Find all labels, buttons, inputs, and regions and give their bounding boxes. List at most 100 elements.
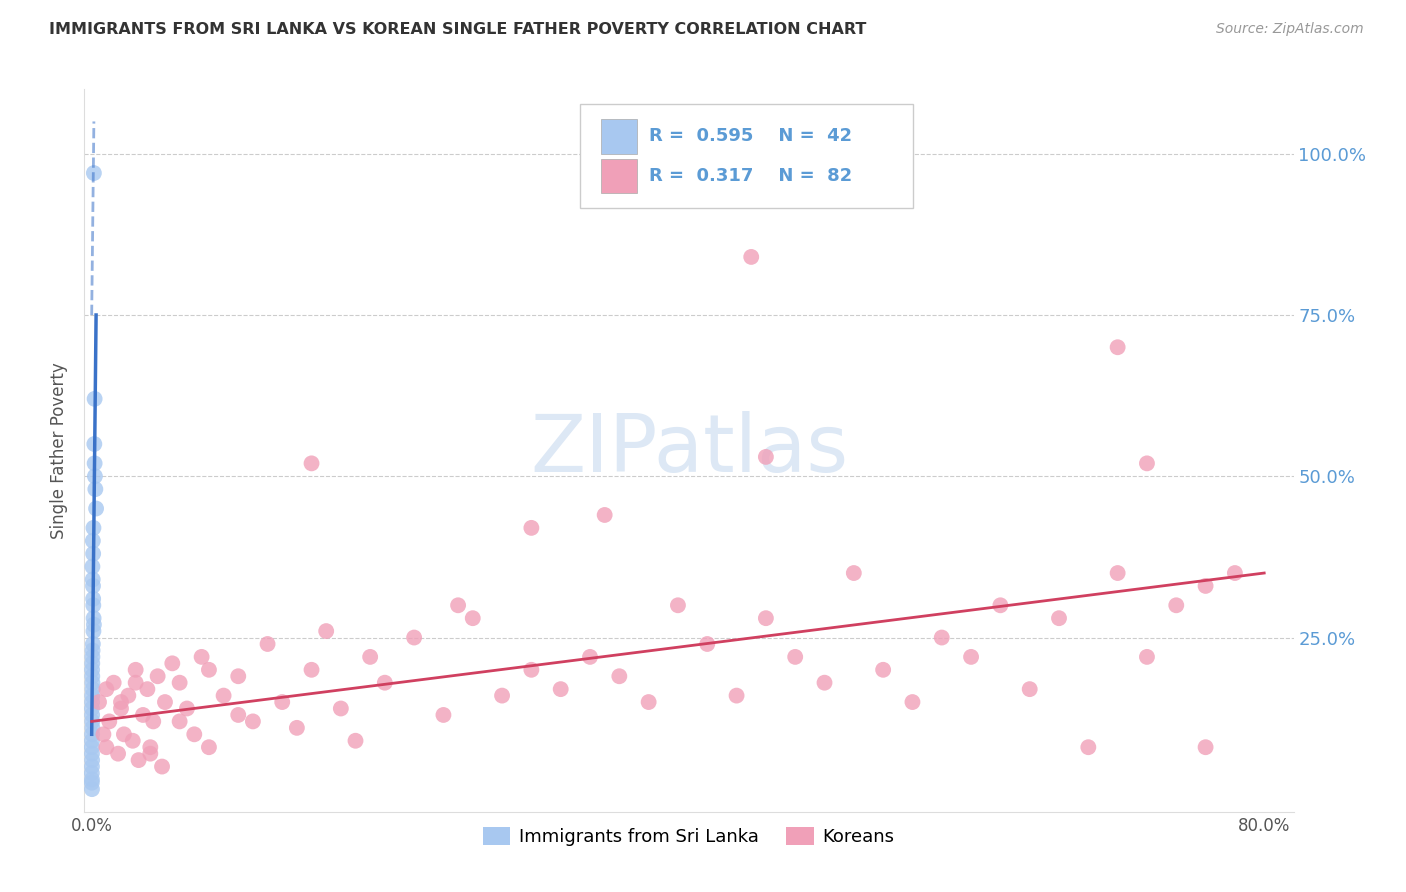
- Point: [520, 663, 543, 677]
- Point: [1107, 566, 1129, 580]
- Point: [83, 611, 105, 625]
- Point: [1077, 740, 1099, 755]
- Point: [112, 727, 135, 741]
- Point: [82, 591, 104, 606]
- Point: [80, 747, 103, 761]
- Point: [491, 689, 513, 703]
- Point: [725, 689, 748, 703]
- Point: [198, 740, 221, 755]
- Text: R =  0.595    N =  42: R = 0.595 N = 42: [650, 128, 852, 145]
- Point: [666, 599, 689, 613]
- FancyBboxPatch shape: [581, 103, 912, 209]
- Point: [83, 392, 105, 406]
- Point: [82, 657, 104, 671]
- Point: [359, 649, 381, 664]
- Point: [142, 714, 165, 729]
- Point: [84, 482, 107, 496]
- Legend: Immigrants from Sri Lanka, Koreans: Immigrants from Sri Lanka, Koreans: [477, 820, 901, 854]
- Point: [83, 617, 105, 632]
- Bar: [600, 119, 637, 153]
- Y-axis label: Single Father Poverty: Single Father Poverty: [51, 362, 69, 539]
- Point: [755, 611, 778, 625]
- Point: [153, 695, 176, 709]
- Point: [169, 675, 191, 690]
- Point: [785, 649, 807, 664]
- Point: [579, 649, 602, 664]
- Point: [107, 747, 129, 761]
- Point: [82, 675, 104, 690]
- Point: [124, 663, 146, 677]
- Point: [183, 727, 205, 741]
- Point: [132, 708, 155, 723]
- Point: [82, 547, 104, 561]
- Point: [256, 637, 278, 651]
- Point: [931, 631, 953, 645]
- Point: [1194, 579, 1216, 593]
- Point: [1136, 649, 1159, 664]
- Point: [1166, 599, 1188, 613]
- Point: [169, 714, 191, 729]
- Point: [82, 637, 104, 651]
- Point: [226, 669, 249, 683]
- Point: [1107, 340, 1129, 354]
- Text: R =  0.317    N =  82: R = 0.317 N = 82: [650, 167, 852, 185]
- Point: [1194, 740, 1216, 755]
- Point: [82, 669, 104, 683]
- Point: [550, 682, 572, 697]
- Point: [82, 682, 104, 697]
- Point: [1136, 456, 1159, 470]
- Point: [103, 675, 125, 690]
- Point: [80, 782, 103, 797]
- Point: [82, 695, 104, 709]
- Point: [82, 559, 104, 574]
- Point: [404, 631, 426, 645]
- Point: [80, 759, 103, 773]
- Point: [242, 714, 264, 729]
- Point: [80, 775, 103, 789]
- Point: [82, 714, 104, 729]
- Point: [696, 637, 718, 651]
- Point: [1223, 566, 1246, 580]
- Point: [110, 701, 132, 715]
- Bar: [600, 159, 637, 194]
- Point: [1018, 682, 1040, 697]
- Point: [461, 611, 484, 625]
- Point: [110, 695, 132, 709]
- Point: [901, 695, 924, 709]
- Point: [82, 721, 104, 735]
- Point: [83, 456, 105, 470]
- Point: [96, 682, 118, 697]
- Point: [80, 766, 103, 780]
- Point: [813, 675, 835, 690]
- Point: [83, 437, 105, 451]
- Point: [82, 708, 104, 723]
- Point: [96, 740, 118, 755]
- Point: [128, 753, 150, 767]
- Point: [98, 714, 121, 729]
- Point: [872, 663, 894, 677]
- Point: [80, 740, 103, 755]
- Point: [82, 573, 104, 587]
- Point: [842, 566, 865, 580]
- Point: [139, 740, 162, 755]
- Point: [226, 708, 249, 723]
- Point: [82, 753, 104, 767]
- Point: [80, 701, 103, 715]
- Point: [212, 689, 235, 703]
- Point: [82, 663, 104, 677]
- Point: [593, 508, 616, 522]
- Point: [755, 450, 778, 464]
- Point: [84, 469, 107, 483]
- Point: [121, 733, 143, 747]
- Point: [82, 521, 104, 535]
- Point: [176, 701, 198, 715]
- Point: [301, 663, 323, 677]
- Point: [374, 675, 396, 690]
- Point: [315, 624, 337, 639]
- Text: IMMIGRANTS FROM SRI LANKA VS KOREAN SINGLE FATHER POVERTY CORRELATION CHART: IMMIGRANTS FROM SRI LANKA VS KOREAN SING…: [49, 22, 866, 37]
- Point: [82, 689, 104, 703]
- Point: [162, 657, 184, 671]
- Point: [87, 695, 110, 709]
- Point: [447, 599, 470, 613]
- Point: [124, 675, 146, 690]
